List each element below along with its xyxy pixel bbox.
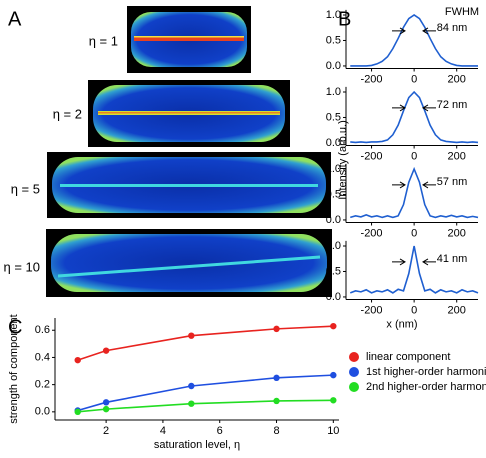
image-1 [127, 6, 251, 73]
arrow [422, 258, 436, 266]
legend-marker [349, 382, 359, 392]
data-point [188, 382, 195, 390]
panel-label: B [338, 8, 351, 30]
x-tick-label: 200 [448, 73, 466, 85]
data-point [102, 399, 110, 406]
y-tick-label: 1.0 [326, 240, 341, 252]
x-tick-label: 4 [160, 425, 166, 437]
y-tick-label: 0.2 [35, 379, 50, 391]
arrow [422, 27, 436, 35]
y-tick-label: 1.0 [326, 9, 341, 21]
data-point [273, 325, 280, 333]
image-2 [88, 80, 290, 147]
data-point [330, 397, 337, 404]
data-point [330, 371, 337, 379]
annotation: 57 nm [437, 176, 468, 188]
annotation: 84 nm [437, 22, 468, 34]
y-tick-label: 0.0 [326, 214, 341, 226]
y-tick-label: 0.5 [326, 34, 341, 46]
legend-marker [349, 367, 359, 377]
arrow [422, 104, 436, 112]
x-tick-label: 200 [448, 227, 466, 239]
image-3 [47, 152, 331, 218]
x-axis-label: x (nm) [386, 318, 417, 330]
data-point [273, 374, 280, 382]
image-label: η = 5 [11, 181, 40, 196]
panel-label: C [8, 316, 22, 338]
y-tick-label: 0.0 [326, 60, 341, 72]
image-4 [46, 229, 332, 297]
x-tick-label: 0 [411, 304, 417, 316]
annotation: 41 nm [437, 253, 468, 265]
data-line [350, 166, 479, 219]
y-tick-label: 1.0 [326, 86, 341, 98]
data-line [350, 14, 478, 67]
y-axis-label: strength of component [8, 314, 20, 423]
x-tick-label: 200 [448, 150, 466, 162]
x-tick-label: -200 [361, 304, 383, 316]
x-tick-label: 200 [448, 304, 466, 316]
data-point [188, 332, 195, 339]
y-tick-label: 0.5 [326, 265, 341, 277]
data-point [102, 347, 110, 354]
data-point [273, 397, 280, 405]
arrow [392, 181, 406, 189]
x-tick-label: -200 [361, 150, 383, 162]
x-tick-label: -200 [361, 227, 383, 239]
data-point [102, 405, 110, 413]
data-point [74, 408, 81, 416]
data-line [77, 399, 334, 413]
y-tick-label: 1.0 [326, 163, 341, 175]
image-label: η = 10 [3, 259, 40, 274]
y-tick-label: 0.0 [35, 406, 50, 418]
data-line [349, 245, 479, 294]
data-line [350, 90, 479, 144]
arrow [392, 104, 406, 112]
data-line [77, 325, 334, 361]
legend-label: 1st higher-order harmonic [366, 366, 486, 378]
y-tick-label: 0.5 [326, 111, 341, 123]
y-tick-label: 0.0 [326, 137, 341, 149]
data-line [77, 374, 334, 412]
data-point [74, 356, 81, 364]
annotation: 72 nm [437, 99, 468, 111]
y-tick-label: 0.4 [35, 351, 50, 363]
x-tick-label: 10 [327, 425, 339, 437]
arrow [422, 181, 436, 189]
y-tick-label: 0.0 [326, 291, 341, 303]
x-tick-label: 6 [217, 425, 223, 437]
x-tick-label: 0 [411, 150, 417, 162]
image-label: η = 2 [53, 106, 82, 121]
legend-label: linear component [366, 351, 450, 363]
profile-header: FWHM [445, 6, 479, 18]
arrow [392, 27, 406, 35]
data-point [330, 322, 337, 330]
image-label: η = 1 [89, 33, 118, 48]
x-tick-label: 2 [103, 425, 109, 437]
legend-marker [349, 352, 359, 362]
x-tick-label: 8 [273, 425, 279, 437]
x-axis-label: saturation level, η [154, 439, 240, 451]
x-tick-label: 0 [411, 73, 417, 85]
y-tick-label: 0.5 [326, 188, 341, 200]
x-tick-label: 0 [411, 227, 417, 239]
data-point [188, 400, 195, 407]
panel-label: A [8, 8, 22, 30]
arrow [392, 258, 406, 266]
x-tick-label: -200 [361, 73, 383, 85]
y-tick-label: 0.6 [35, 324, 50, 336]
legend-label: 2nd higher-order harmonic [366, 381, 486, 393]
